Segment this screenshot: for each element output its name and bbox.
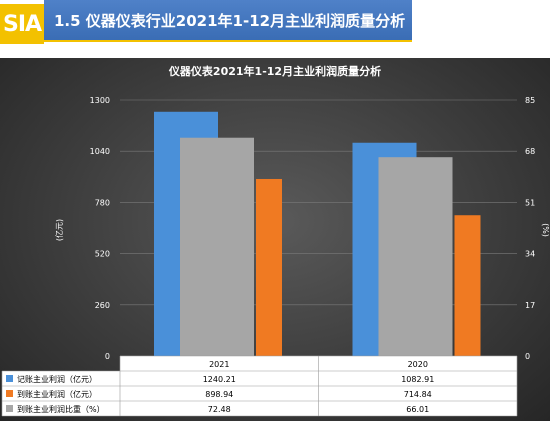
legend-label: 到账主业利润比重（%） [17, 404, 105, 414]
y2-tick-label: 51 [525, 198, 535, 207]
y2-tick-label: 85 [525, 96, 535, 105]
table-value: 72.48 [208, 405, 231, 414]
chart-title: 仪器仪表2021年1-12月主业利润质量分析 [168, 64, 381, 78]
table-row-bg [2, 401, 517, 416]
legend-label: 记账主业利润（亿元） [17, 374, 97, 384]
y-tick-label: 0 [105, 352, 110, 361]
title-underline [44, 40, 412, 42]
y2-tick-label: 34 [525, 250, 535, 259]
y-tick-label: 780 [95, 198, 110, 207]
table-category-label: 2021 [209, 360, 229, 369]
bar-series-3 [180, 137, 254, 356]
bar-series-2 [454, 215, 481, 356]
legend-swatch [6, 375, 13, 382]
y-tick-label: 1040 [90, 147, 110, 156]
page-title: 1.5 仪器仪表行业2021年1-12月主业利润质量分析 [44, 0, 412, 40]
table-row-bg [2, 371, 517, 386]
table-value: 66.01 [406, 405, 429, 414]
y-tick-label: 260 [95, 301, 110, 310]
legend-swatch [6, 405, 13, 412]
table-row-bg [2, 386, 517, 401]
table-value: 1240.21 [203, 375, 236, 384]
bar-series-2 [256, 178, 282, 356]
y-tick-label: 520 [95, 250, 110, 259]
legend-label: 到账主业利润（亿元） [17, 389, 97, 399]
bar-series-3 [378, 157, 453, 356]
y-axis-label: (亿元) [54, 219, 64, 241]
table-value: 714.84 [404, 390, 432, 399]
table-category-label: 2020 [408, 360, 428, 369]
y2-axis-label: (%) [541, 223, 550, 237]
y2-tick-label: 17 [525, 301, 535, 310]
table-value: 1082.91 [401, 375, 434, 384]
chart: 仪器仪表2021年1-12月主业利润质量分析 0 260 520 780 1040 1300… [1, 64, 550, 417]
y-tick-label: 1300 [90, 96, 110, 105]
legend-swatch [6, 390, 13, 397]
y2-tick-label: 0 [525, 352, 530, 361]
logo: SIA [0, 4, 44, 44]
table-value: 898.94 [205, 390, 233, 399]
y2-tick-label: 68 [525, 147, 535, 156]
